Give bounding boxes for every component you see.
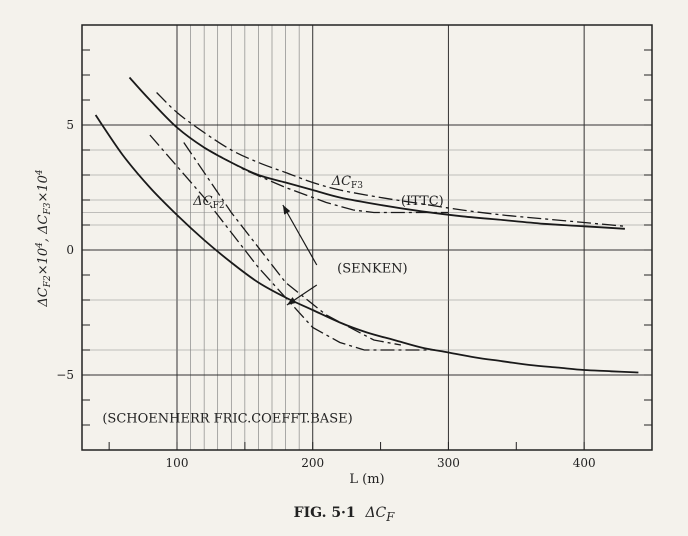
series-line-3: [150, 135, 435, 350]
senken-arrow-head-0: [283, 205, 290, 215]
y-axis-title: ΔCF2×104, ΔCF3×104: [35, 169, 53, 308]
x-axis-title: L (m): [349, 472, 384, 487]
y-axis-label: ΔCF2×104, ΔCF3×104: [35, 169, 53, 308]
annotation-0: ΔCF3: [331, 174, 364, 191]
y-tick-label: −5: [56, 368, 74, 382]
series-line-4: [184, 143, 401, 346]
senken-arrow-line-0: [283, 205, 317, 265]
caption-symbol: ΔCF: [365, 505, 394, 521]
x-tick-label: 200: [301, 456, 324, 470]
annotation-2: ΔCF2: [192, 194, 224, 211]
figure-caption: FIG. 5·1 ΔCF: [0, 505, 688, 524]
x-tick-label: 300: [437, 456, 460, 470]
x-tick-label: 400: [573, 456, 596, 470]
caption-symbol-main: ΔC: [365, 505, 386, 521]
caption-prefix: FIG. 5·1: [294, 505, 356, 521]
grid-layer: [82, 25, 652, 450]
annotation-1: (ITTC): [401, 194, 444, 209]
caption-symbol-sub: F: [386, 510, 394, 524]
x-tick-label: 100: [166, 456, 189, 470]
y-tick-label: 0: [66, 243, 74, 257]
plot-frame: [82, 25, 652, 450]
annotation-4: (SCHOENHERR FRIC.COEFFT.BASE): [102, 412, 352, 427]
y-tick-label: 5: [66, 118, 74, 132]
annotation-3: (SENKEN): [337, 262, 408, 277]
